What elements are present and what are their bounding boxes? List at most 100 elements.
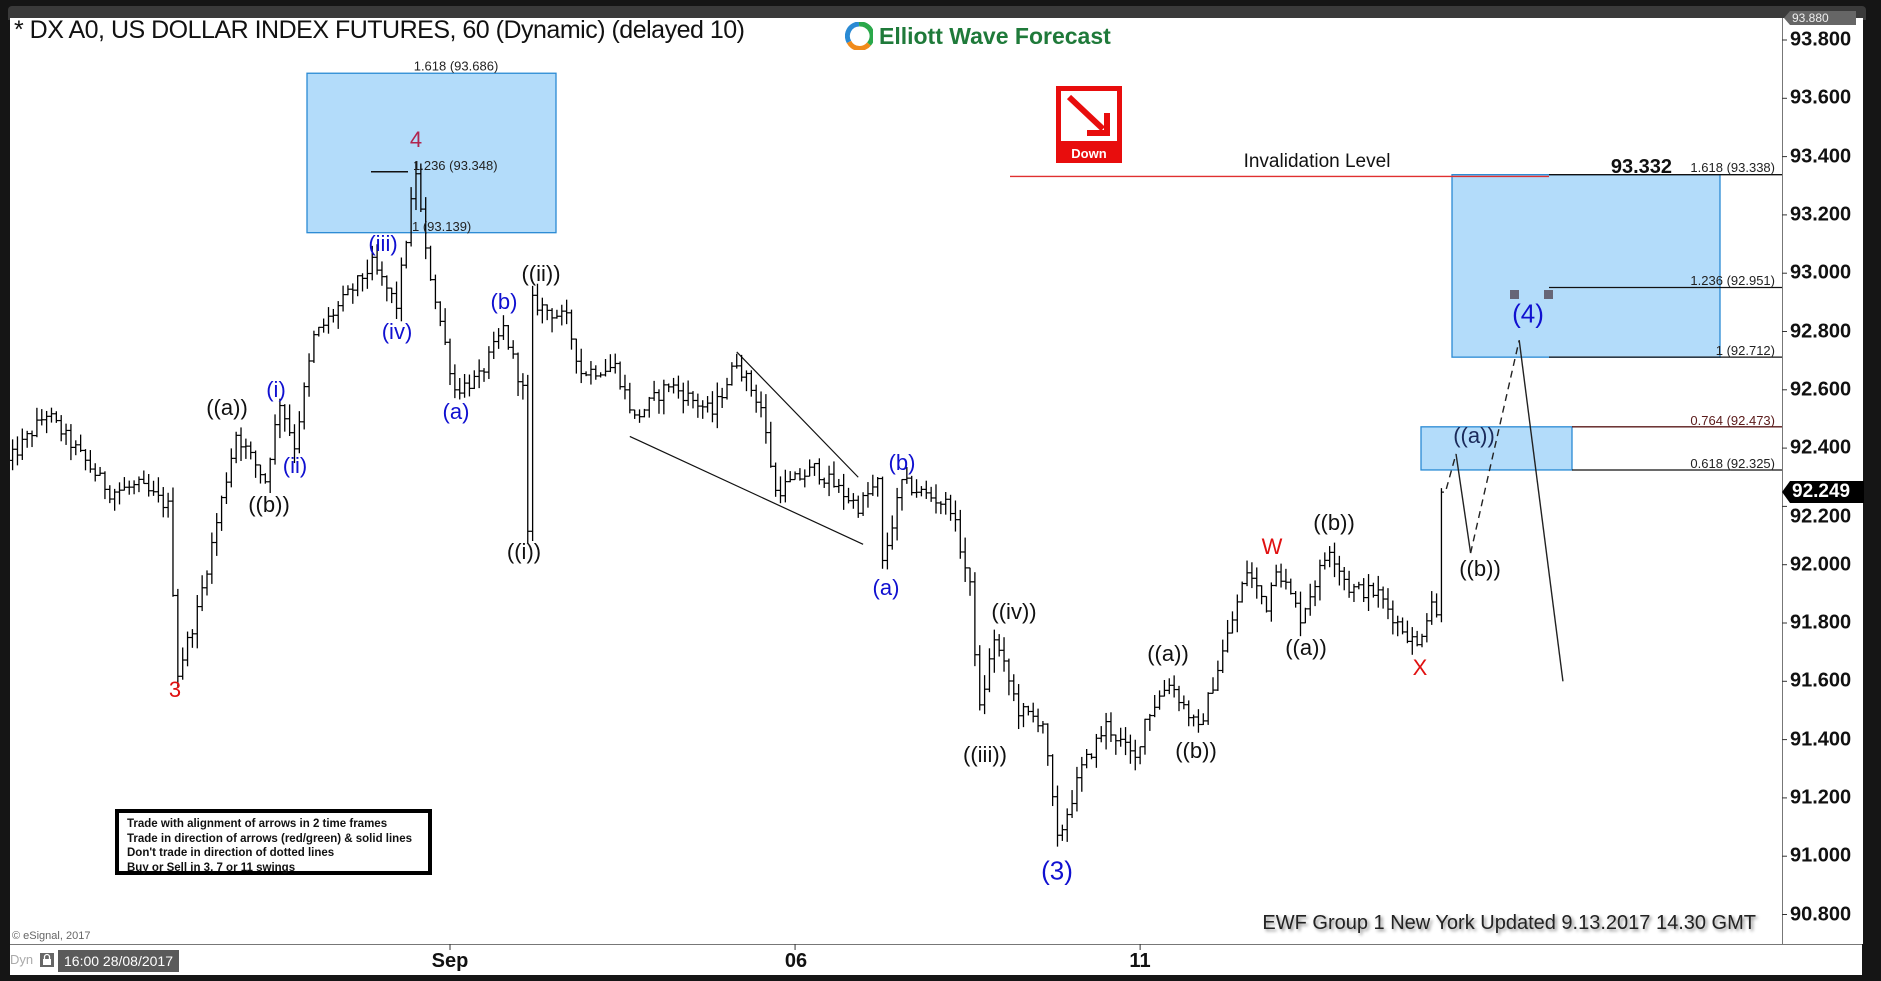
ohlc-bar <box>185 631 191 667</box>
ohlc-bar <box>1278 563 1284 588</box>
ohlc-bar <box>1006 658 1012 696</box>
ohlc-bar <box>355 275 361 297</box>
ohlc-bar <box>1025 705 1031 716</box>
ohlc-bar <box>1040 721 1046 734</box>
ohlc-bar <box>588 361 594 385</box>
ohlc-bar <box>432 274 438 310</box>
ohlc-bar <box>1424 613 1430 643</box>
ohlc-bar <box>389 287 395 304</box>
ohlc-bar <box>797 468 803 481</box>
ohlc-bar <box>1293 591 1299 608</box>
wave-label: ((a)) <box>206 395 248 420</box>
ohlc-bar <box>29 430 35 448</box>
y-tick-label: 91.800 <box>1790 611 1852 634</box>
ohlc-bar <box>248 441 254 460</box>
ohlc-bar <box>335 301 341 329</box>
ohlc-bar <box>1137 746 1143 765</box>
ohlc-bar <box>1084 748 1090 769</box>
ohlc-bar <box>1079 756 1085 792</box>
ohlc-bar <box>534 283 540 316</box>
y-tick-label: 91.000 <box>1790 844 1852 867</box>
ohlc-bar <box>262 473 268 484</box>
handle-marker <box>1510 290 1519 299</box>
ohlc-bar <box>301 382 307 430</box>
ohlc-bar <box>967 567 973 596</box>
ohlc-bar <box>1045 723 1051 766</box>
ohlc-bar <box>1409 627 1415 655</box>
wave-label: (b) <box>490 289 518 314</box>
fib-label: 1.236 (93.348) <box>413 158 498 173</box>
ohlc-bar <box>865 482 871 508</box>
ohlc-bar <box>1123 727 1129 756</box>
ohlc-bar <box>1225 619 1231 653</box>
ohlc-bar <box>1375 575 1381 608</box>
ohlc-bar <box>214 513 220 556</box>
ohlc-bar <box>394 281 400 319</box>
wave-label: (a) <box>872 575 900 600</box>
ohlc-bar <box>58 415 64 442</box>
ohlc-bar <box>1254 567 1260 599</box>
ohlc-bar <box>1366 574 1372 612</box>
ohlc-bar <box>510 340 516 359</box>
ohlc-bar <box>1346 570 1352 598</box>
ohlc-bar <box>136 476 142 493</box>
ohlc-bar <box>175 588 181 689</box>
y-tick-label: 93.800 <box>1790 28 1852 51</box>
down-arrow-icon: Down <box>1056 86 1122 163</box>
ohlc-bar <box>1307 583 1313 616</box>
ohlc-bar <box>418 163 424 213</box>
ohlc-bar <box>423 197 429 260</box>
y-tick-label: 93.600 <box>1790 86 1852 109</box>
ohlc-bar <box>160 487 166 518</box>
ohlc-bar <box>651 380 657 401</box>
lock-icon[interactable] <box>40 953 54 967</box>
ohlc-bar <box>758 391 764 418</box>
ohlc-bar <box>481 368 487 382</box>
ohlc-bar <box>695 393 701 418</box>
ohlc-bar <box>646 396 652 418</box>
ohlc-bar <box>1030 702 1036 723</box>
ohlc-bar <box>952 500 958 532</box>
ohlc-bar <box>466 374 472 397</box>
time-axis[interactable] <box>10 944 1862 975</box>
ohlc-bar <box>500 315 506 340</box>
y-tick-label: 92.000 <box>1790 553 1852 576</box>
fib-target-box <box>1451 174 1721 358</box>
ohlc-bar <box>199 575 205 612</box>
ohlc-bar <box>850 493 856 509</box>
invalidation-label: Invalidation Level <box>1243 151 1391 172</box>
ohlc-bar <box>909 475 915 496</box>
ohlc-bar <box>889 515 895 550</box>
ohlc-bar <box>1239 581 1245 603</box>
ohlc-bar <box>583 371 589 377</box>
ohlc-bar <box>1220 639 1226 674</box>
ohlc-bar <box>957 509 963 559</box>
update-stamp: EWF Group 1 New York Updated 9.13.2017 1… <box>1262 912 1756 934</box>
wave-label: (4) <box>1512 298 1544 329</box>
ohlc-bar <box>1050 754 1056 807</box>
ohlc-bar <box>714 382 720 429</box>
x-tick-label: 11 <box>1129 950 1151 972</box>
ohlc-bar <box>918 486 924 497</box>
ohlc-bar <box>656 389 662 414</box>
ohlc-bar <box>1263 595 1269 613</box>
ohlc-bar <box>243 438 249 459</box>
logo-swirl-icon <box>845 22 873 50</box>
ohlc-bar <box>637 409 643 423</box>
ohlc-bar <box>1064 808 1070 842</box>
handle-marker <box>1544 290 1553 299</box>
ohlc-bar <box>1361 578 1367 603</box>
ohlc-bar <box>486 346 492 379</box>
projection-solid-line <box>1455 453 1472 554</box>
ohlc-bar <box>1108 712 1114 742</box>
ohlc-bar <box>972 572 978 667</box>
ohlc-bar <box>233 431 239 464</box>
ohlc-bar <box>253 450 259 478</box>
ohlc-bar <box>428 245 434 281</box>
wave-label: (iv) <box>381 319 413 344</box>
ohlc-bar <box>549 308 555 333</box>
ohlc-bar <box>24 430 30 448</box>
ohlc-bar <box>1103 712 1109 750</box>
ohlc-bar <box>933 484 939 514</box>
